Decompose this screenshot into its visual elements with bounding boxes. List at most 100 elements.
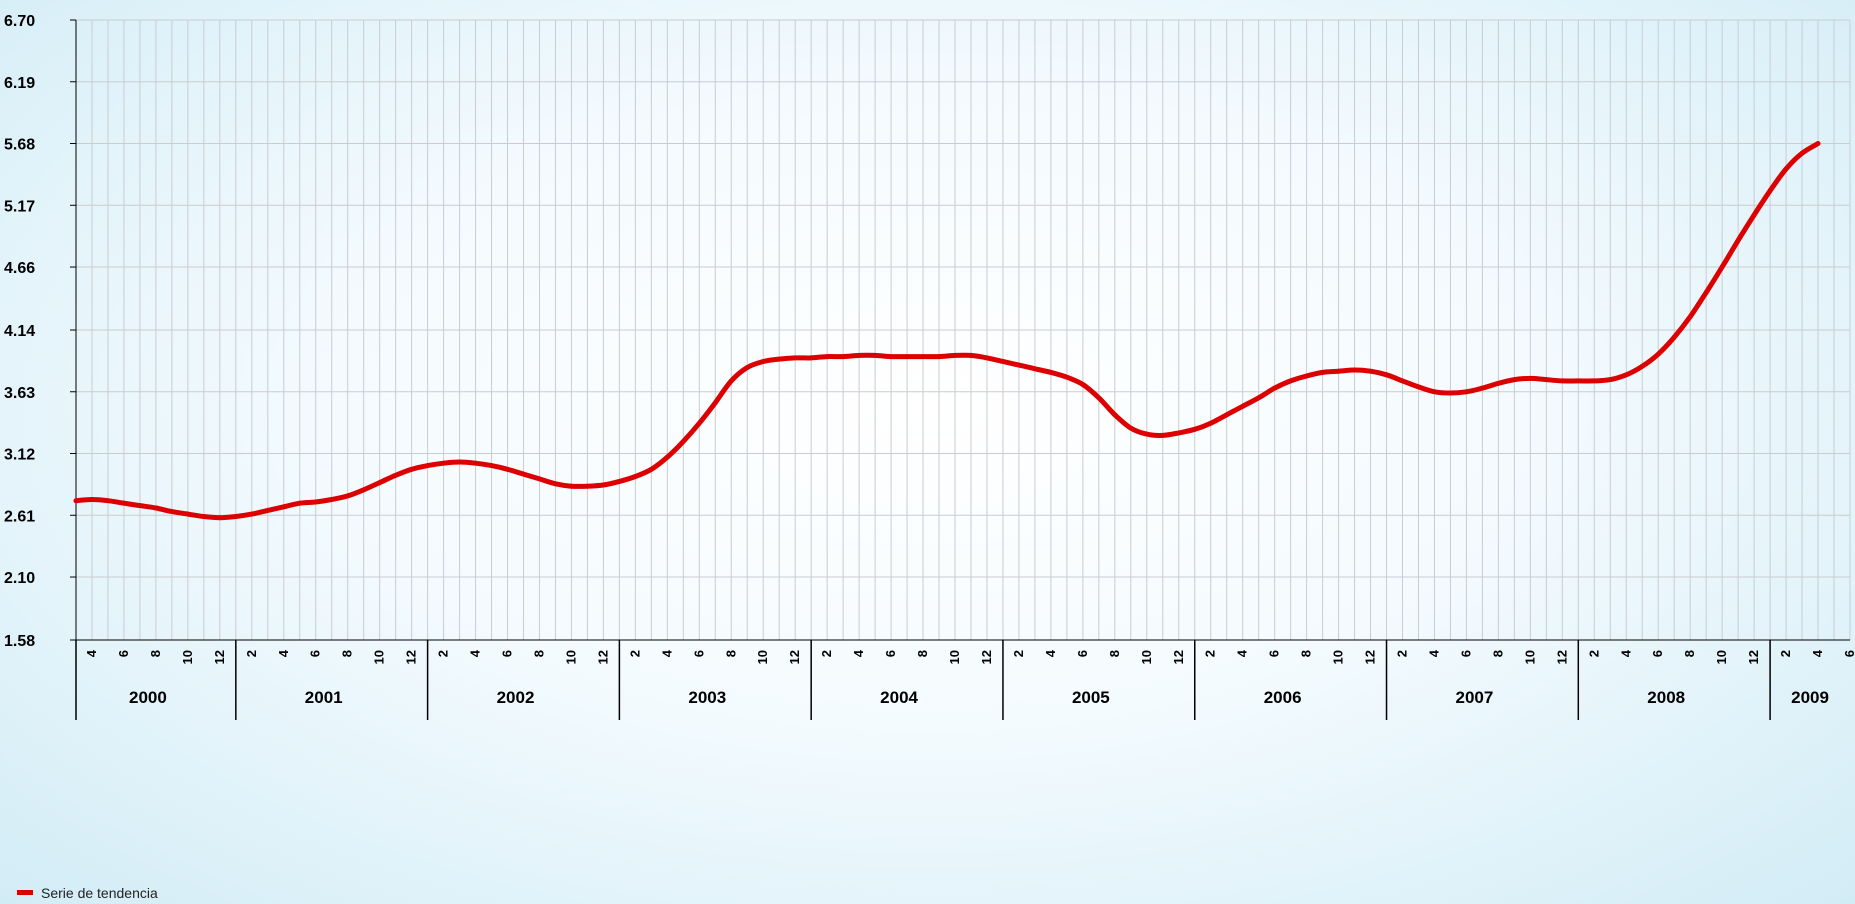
month-tick-label: 4 [1235, 649, 1250, 657]
data-point [1032, 366, 1038, 372]
data-point [457, 459, 462, 465]
month-tick-label: 10 [1522, 650, 1537, 664]
month-tick-label: 2 [1011, 650, 1026, 657]
data-point [1160, 432, 1166, 438]
data-point [473, 460, 478, 466]
axis-layer [70, 19, 1850, 720]
data-point [1016, 362, 1022, 368]
data-point [601, 482, 606, 488]
data-point [968, 353, 974, 358]
data-point [1384, 372, 1389, 378]
data-point [1815, 141, 1821, 146]
data-point [361, 487, 367, 493]
data-point [664, 454, 670, 460]
data-point [808, 355, 814, 361]
year-label: 2008 [1647, 688, 1685, 707]
month-tick-label: 12 [1554, 650, 1569, 664]
data-point [1783, 166, 1789, 172]
data-point [1128, 425, 1134, 431]
data-point [632, 474, 638, 479]
legend-label: Serie de tendencia [41, 885, 158, 901]
data-point [1591, 378, 1597, 384]
month-tick-label: 12 [979, 650, 994, 664]
data-point [1767, 188, 1773, 194]
data-point [521, 471, 526, 477]
data-point [1480, 385, 1485, 391]
month-tick-label: 10 [1139, 650, 1154, 664]
month-tick-label: 2 [1778, 650, 1793, 657]
data-point [1607, 377, 1613, 383]
data-point [728, 378, 734, 384]
data-point [1575, 378, 1581, 384]
month-tick-label: 6 [500, 650, 515, 657]
series-line-serie-de-tendencia [73, 141, 1821, 521]
data-point [1400, 378, 1405, 384]
data-point [137, 503, 143, 508]
data-point [1176, 430, 1182, 436]
data-point [856, 353, 862, 358]
data-point [920, 354, 926, 360]
data-point [233, 514, 239, 519]
month-tick-label: 4 [1810, 649, 1825, 657]
year-label: 2004 [880, 688, 918, 707]
data-point [1416, 384, 1421, 390]
data-point [1064, 374, 1070, 380]
data-point [936, 354, 942, 360]
month-tick-label: 12 [404, 650, 419, 664]
month-tick-label: 12 [1171, 650, 1186, 664]
month-tick-label: 8 [915, 650, 930, 657]
month-tick-label: 8 [148, 650, 163, 657]
month-tick-label: 2 [1395, 650, 1410, 657]
y-tick-label: 5.68 [4, 137, 35, 154]
data-point [1671, 334, 1677, 340]
year-label: 2000 [129, 688, 167, 707]
data-point [1352, 367, 1357, 373]
data-point [888, 354, 894, 360]
month-tick-label: 2 [627, 650, 642, 657]
data-point [537, 476, 542, 482]
data-point [1464, 389, 1469, 395]
data-point [1719, 264, 1725, 270]
data-point [553, 481, 558, 487]
year-label: 2002 [497, 688, 535, 707]
data-point [1543, 377, 1549, 383]
data-point [377, 480, 383, 485]
x-axis-tick-labels: 4 6 8 10 12 2 4 6 8 10 12 2 4 6 8 10 12 2 4 6 8 10 12 2 4 6 8 10 12 2… [84, 649, 1855, 707]
data-point [505, 466, 510, 472]
year-label: 2006 [1264, 688, 1302, 707]
data-point [824, 354, 830, 360]
y-tick-label: 1.58 [4, 633, 35, 650]
y-tick-label: 6.19 [4, 75, 35, 92]
month-tick-label: 10 [947, 650, 962, 664]
data-point [1192, 426, 1198, 432]
data-point [1256, 395, 1262, 401]
data-point [1272, 385, 1278, 391]
month-tick-label: 6 [1842, 650, 1855, 657]
data-point [89, 497, 95, 502]
month-tick-label: 6 [1267, 650, 1282, 657]
data-point [313, 499, 319, 505]
month-tick-label: 4 [1043, 649, 1058, 657]
month-tick-label: 4 [659, 649, 674, 657]
data-point [345, 493, 351, 499]
data-point [1000, 359, 1006, 364]
data-point [1096, 395, 1102, 401]
month-tick-label: 10 [755, 650, 770, 664]
data-point [712, 400, 718, 406]
data-point [1687, 314, 1693, 320]
data-point [1336, 368, 1341, 374]
year-label: 2001 [305, 688, 343, 707]
data-point [1495, 380, 1501, 386]
data-point [569, 483, 574, 489]
data-point [249, 511, 255, 517]
data-point [185, 511, 191, 517]
data-point [1208, 420, 1214, 426]
data-point [840, 354, 846, 360]
data-point [153, 505, 159, 511]
data-point [1080, 382, 1086, 387]
data-point [1432, 389, 1437, 395]
data-point [744, 365, 750, 370]
data-point [425, 463, 431, 469]
month-tick-label: 8 [1107, 650, 1122, 657]
data-point [105, 498, 111, 504]
